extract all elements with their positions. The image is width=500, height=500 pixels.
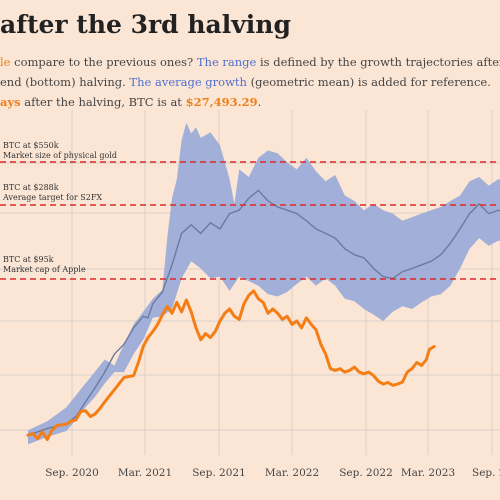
subtitle-line-3: ays after the halving, BTC is at $27,493… <box>0 95 262 109</box>
average-line <box>27 189 500 436</box>
range-area <box>28 122 500 445</box>
x-tick-label-3: Mar. 2022 <box>265 467 319 479</box>
x-tick-label-0: Sep. 2020 <box>45 467 99 479</box>
x-tick-label-6: Sep. 2 <box>472 467 500 479</box>
x-tick-label-5: Mar. 2023 <box>401 467 455 479</box>
reference-label-2-1: BTC at $95k <box>3 255 54 264</box>
subtitle-line-2: end (bottom) halving. The average growth… <box>0 75 491 89</box>
reference-label-0-2: Market size of physical gold <box>3 151 117 160</box>
average-legend-link: The average growth <box>129 75 247 89</box>
subtitle-line-1: le compare to the previous ones? The ran… <box>0 55 500 69</box>
current-cycle-line <box>26 289 436 442</box>
x-tick-label-2: Sep. 2021 <box>192 467 246 479</box>
reference-label-0-1: BTC at $550k <box>3 141 59 150</box>
chart-title: after the 3rd halving <box>0 10 291 39</box>
x-axis-ticks: Sep. 2020 Mar. 2021 Sep. 2021 Mar. 2022 Sep.… <box>45 467 500 479</box>
chart-subtitle: le compare to the previous ones? The ran… <box>0 52 500 112</box>
reference-label-2-2: Market cap of Apple <box>3 265 86 274</box>
current-price: $27,493.29 <box>185 95 258 109</box>
reference-label-1-2: Average target for S2FX <box>2 193 102 202</box>
x-tick-label-4: Sep. 2022 <box>339 467 393 479</box>
reference-label-1-1: BTC at $288k <box>3 183 59 192</box>
range-legend-link: The range <box>196 55 257 69</box>
x-tick-label-1: Mar. 2021 <box>118 467 172 479</box>
